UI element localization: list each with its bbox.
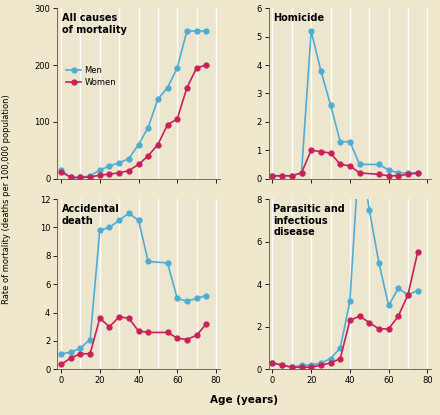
Men — [175, 66, 180, 71]
Women — [184, 85, 190, 90]
Women — [68, 175, 73, 180]
Text: Age (years): Age (years) — [210, 395, 278, 405]
Women — [126, 168, 132, 173]
Women — [78, 175, 83, 180]
Men — [146, 125, 151, 130]
Text: Homicide: Homicide — [274, 13, 325, 23]
Men — [165, 85, 170, 90]
Men — [136, 142, 141, 147]
Text: Accidental
death: Accidental death — [62, 204, 120, 226]
Text: All causes
of mortality: All causes of mortality — [62, 13, 127, 35]
Women — [155, 142, 161, 147]
Women — [97, 173, 103, 178]
Men — [194, 29, 199, 34]
Men — [204, 29, 209, 34]
Women — [117, 171, 122, 176]
Men — [107, 164, 112, 168]
Women — [136, 162, 141, 167]
Men — [184, 29, 190, 34]
Women — [204, 63, 209, 68]
Women — [165, 122, 170, 127]
Women — [59, 169, 64, 174]
Women — [146, 154, 151, 159]
Women — [194, 66, 199, 71]
Text: Parasitic and
infectious
disease: Parasitic and infectious disease — [274, 204, 345, 237]
Men — [126, 156, 132, 161]
Women — [107, 171, 112, 176]
Line: Women: Women — [59, 63, 209, 180]
Men — [117, 160, 122, 165]
Men — [155, 97, 161, 102]
Women — [175, 117, 180, 122]
Line: Men: Men — [59, 29, 209, 180]
Text: Rate of mortality (deaths per 100,000 population): Rate of mortality (deaths per 100,000 po… — [2, 94, 11, 304]
Men — [78, 175, 83, 180]
Men — [88, 173, 93, 178]
Men — [97, 168, 103, 173]
Women — [88, 174, 93, 179]
Men — [59, 168, 64, 173]
Legend: Men, Women: Men, Women — [66, 66, 116, 87]
Men — [68, 175, 73, 180]
